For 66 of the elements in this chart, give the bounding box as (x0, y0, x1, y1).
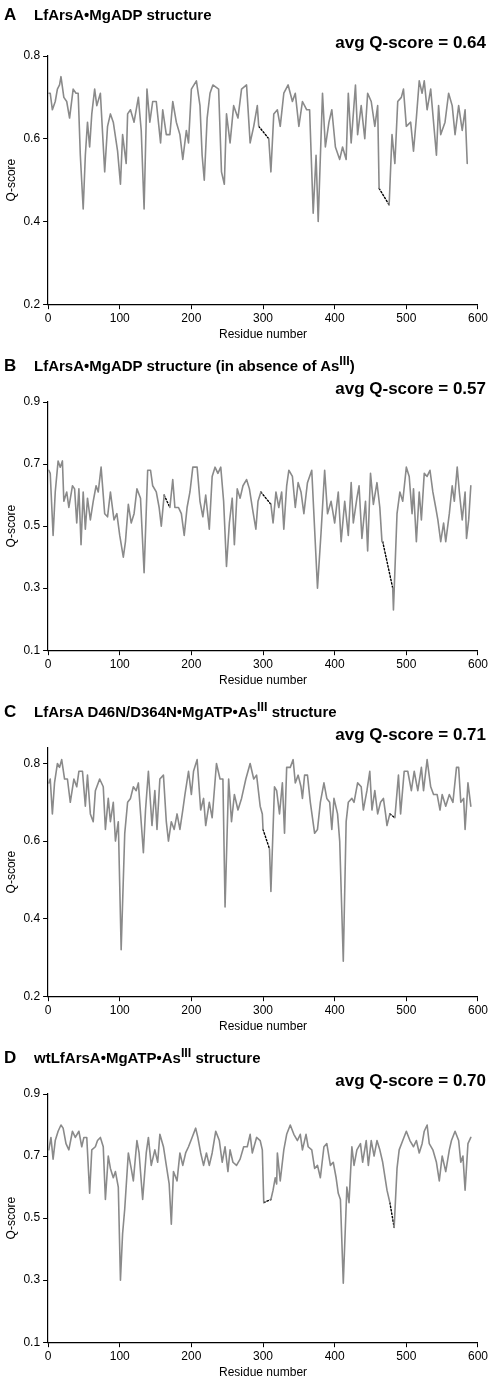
text: B (4, 355, 18, 377)
x-tick-label: 600 (467, 1002, 489, 1017)
y-tick-label: 0.4 (23, 910, 41, 925)
x-tick-label: 200 (181, 1002, 202, 1017)
y-axis-title: Q-score (3, 504, 18, 548)
text: avg Q-score = 0.57 (335, 379, 486, 399)
x-tick-label: 0 (44, 1002, 52, 1017)
chart-title: wtLfArsA•MgATP•As$^{III}$ structure (34, 1046, 261, 1066)
chart-title: LfArsA D46N/D364N•MgATP•As$^{III}$ structure (34, 700, 337, 720)
y-tick-label: 0.3 (23, 1272, 41, 1287)
x-tick-label: 400 (324, 656, 346, 671)
y-tick-label: 0.2 (23, 988, 41, 1003)
y-tick-label: 0.3 (23, 580, 41, 595)
y-tick-label: 0.8 (23, 755, 41, 770)
x-tick-label: 500 (396, 1348, 417, 1363)
y-axis-title: Q-score (3, 850, 18, 894)
y-tick-label: 0.1 (23, 1334, 41, 1349)
x-axis-title: Residue number (219, 1365, 308, 1380)
x-tick-label: 300 (253, 656, 274, 671)
x-tick-label: 400 (324, 1002, 346, 1017)
x-tick-label: 400 (324, 310, 346, 325)
y-tick-label: 0.4 (23, 213, 41, 228)
x-tick-label: 300 (253, 1348, 274, 1363)
y-tick-label: 0.7 (23, 456, 41, 471)
y-axis-title: Q-score (3, 1196, 18, 1240)
text: A (4, 4, 18, 26)
y-tick-label: 0.6 (23, 131, 41, 146)
y-tick-label: 0.2 (23, 296, 41, 311)
x-tick-label: 300 (253, 310, 274, 325)
x-tick-label: 600 (467, 310, 489, 325)
chart-title: LfArsA•MgADP structure (34, 6, 212, 23)
text: D (4, 1047, 18, 1069)
x-tick-label: 500 (396, 1002, 417, 1017)
x-tick-label: 500 (396, 310, 417, 325)
x-tick-label: 200 (181, 1348, 202, 1363)
x-tick-label: 0 (44, 310, 52, 325)
text: avg Q-score = 0.71 (335, 725, 486, 745)
x-tick-label: 100 (109, 656, 131, 671)
x-tick-label: 600 (467, 656, 489, 671)
y-tick-label: 0.7 (23, 1148, 41, 1163)
x-tick-label: 600 (467, 1348, 489, 1363)
x-tick-label: 300 (253, 1002, 274, 1017)
x-axis-title: Residue number (219, 673, 308, 688)
y-tick-label: 0.9 (23, 394, 41, 409)
text: avg Q-score = 0.64 (335, 33, 487, 53)
x-tick-label: 0 (44, 656, 52, 671)
y-tick-label: 0.6 (23, 833, 41, 848)
x-axis-title: Residue number (219, 1019, 308, 1034)
x-tick-label: 100 (109, 1348, 131, 1363)
chart-title: LfArsA•MgADP structure (in absence of As$^{III}$) (34, 354, 355, 374)
y-tick-label: 0.1 (23, 642, 41, 657)
text: avg Q-score = 0.70 (335, 1071, 486, 1091)
x-tick-label: 200 (181, 656, 202, 671)
x-tick-label: 100 (109, 1002, 131, 1017)
x-tick-label: 0 (44, 1348, 52, 1363)
y-tick-label: 0.8 (23, 48, 41, 63)
x-tick-label: 200 (181, 310, 202, 325)
y-axis-title: Q-score (3, 158, 18, 202)
y-tick-label: 0.9 (23, 1086, 41, 1101)
text: C (4, 701, 18, 723)
y-tick-label: 0.5 (23, 1210, 41, 1225)
x-axis-title: Residue number (219, 327, 308, 342)
y-tick-label: 0.5 (23, 518, 41, 533)
x-tick-label: 400 (324, 1348, 346, 1363)
x-tick-label: 100 (109, 310, 131, 325)
x-tick-label: 500 (396, 656, 417, 671)
